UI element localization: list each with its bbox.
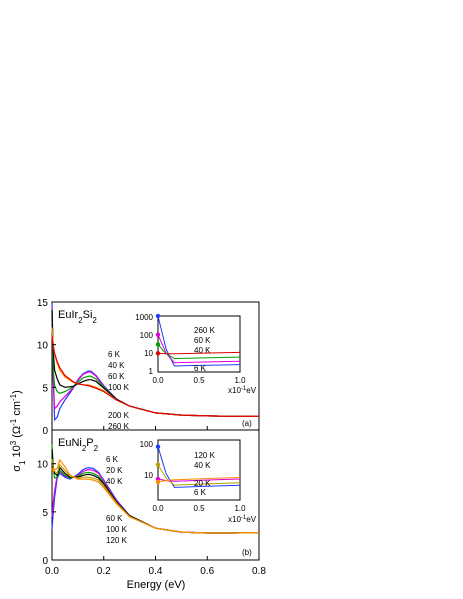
inset-a-ytick-10: 10 xyxy=(144,349,153,358)
inset-a-xtick-0: 0.0 xyxy=(152,376,164,385)
inset-a-ytick-1: 1 xyxy=(149,367,154,376)
inset-b-series xyxy=(155,444,241,488)
inset-a-ytick-100: 100 xyxy=(140,331,154,340)
xtick-label: 0.8 xyxy=(252,566,266,577)
legend-a-60k: 60 K xyxy=(108,372,125,381)
legend-b-20k: 20 K xyxy=(106,466,123,475)
inset-a-label-6k: 6 K xyxy=(194,364,207,373)
panel-b-series xyxy=(51,444,260,534)
ytick-label: 0 xyxy=(42,556,48,567)
inset-curve-6k xyxy=(157,446,241,488)
y-axis-label: σ1 103 (Ω-1 cm-1) xyxy=(9,390,27,472)
inset-dc-point-40k xyxy=(155,332,161,337)
inset-b-xtick-1: 1.0 xyxy=(234,504,246,513)
inset-curve-6k xyxy=(157,315,241,367)
inset-a-label-60k: 60 K xyxy=(194,336,211,345)
inset-a-ytick-1000: 1000 xyxy=(135,313,153,322)
inset-dc-point-120k xyxy=(155,479,161,485)
panel-a-label: (a) xyxy=(242,419,252,428)
ytick-label: 15 xyxy=(37,298,49,309)
xtick-label: 0.4 xyxy=(149,566,163,577)
series-line-260k xyxy=(51,336,260,417)
inset-a-series xyxy=(155,313,241,367)
xtick-label: 0.2 xyxy=(97,566,111,577)
legend-b-6k: 6 K xyxy=(106,455,119,464)
panel-b-label: (b) xyxy=(242,548,252,557)
inset-a-xtick-1: 1.0 xyxy=(234,376,246,385)
inset-b-label-20k: 20 K xyxy=(194,479,211,488)
legend-a-100k: 100 K xyxy=(108,383,130,392)
panel-a-compound: EuIr2Si2 xyxy=(58,309,97,325)
axis-ticks: 0 5 10 15 0 5 10 0.0 0.2 0.4 0.6 0.8 xyxy=(37,298,267,577)
inset-a-xunit: x10-1eV xyxy=(228,386,257,395)
legend-a-6k: 6 K xyxy=(108,350,121,359)
inset-b-xunit: x10-1eV xyxy=(228,515,257,524)
inset-dc-point-6k xyxy=(155,444,161,449)
inset-b-ytick-10: 10 xyxy=(144,471,153,480)
xtick-label: 0.0 xyxy=(45,566,59,577)
legend-a-40k: 40 K xyxy=(108,361,125,370)
xtick-label: 0.6 xyxy=(200,566,214,577)
legend-a-200k: 200 K xyxy=(108,411,130,420)
legend-b-40k: 40 K xyxy=(106,477,123,486)
inset-a-label-40k: 40 K xyxy=(194,346,211,355)
inset-curve-60k xyxy=(157,344,241,360)
series-line-120k xyxy=(51,458,260,534)
ytick-label: 10 xyxy=(37,341,49,352)
x-axis-label: Energy (eV) xyxy=(127,579,186,591)
inset-curve-40k xyxy=(157,478,241,482)
legend-b-100k: 100 K xyxy=(106,525,128,534)
ytick-label: 5 xyxy=(42,383,48,394)
inset-b-label-6k: 6 K xyxy=(194,488,207,497)
inset-b-ytick-100: 100 xyxy=(140,440,154,449)
inset-b-xtick-0.5: 0.5 xyxy=(193,504,205,513)
inset-b-frame xyxy=(157,439,241,501)
ytick-label: 5 xyxy=(42,508,48,519)
legend-b-120k: 120 K xyxy=(106,536,128,545)
inset-a: 1000 100 10 1 0.0 0.5 1.0 x10-1eV 260 K … xyxy=(135,313,256,395)
panel-a-series xyxy=(51,303,260,422)
inset-curve-40k xyxy=(157,334,241,364)
inset-curve-20k xyxy=(157,464,241,486)
inset-b-label-40k: 40 K xyxy=(194,461,211,470)
ytick-label: 10 xyxy=(37,460,49,471)
inset-a-xtick-0.5: 0.5 xyxy=(193,376,205,385)
ytick-label: 0 xyxy=(42,426,48,437)
inset-curve-260k xyxy=(157,351,241,355)
legend-b-60k: 60 K xyxy=(106,514,123,523)
inset-b-label-120k: 120 K xyxy=(194,451,216,460)
inset-b: 100 10 0.0 0.5 1.0 x10-1eV 120 K 40 K 20… xyxy=(140,439,257,524)
inset-a-label-260k: 260 K xyxy=(194,326,216,335)
panel-b-compound: EuNi2P2 xyxy=(58,437,99,453)
inset-b-xtick-0: 0.0 xyxy=(152,504,164,513)
legend-a-260k: 260 K xyxy=(108,422,130,431)
inset-curve-120k xyxy=(157,477,241,483)
